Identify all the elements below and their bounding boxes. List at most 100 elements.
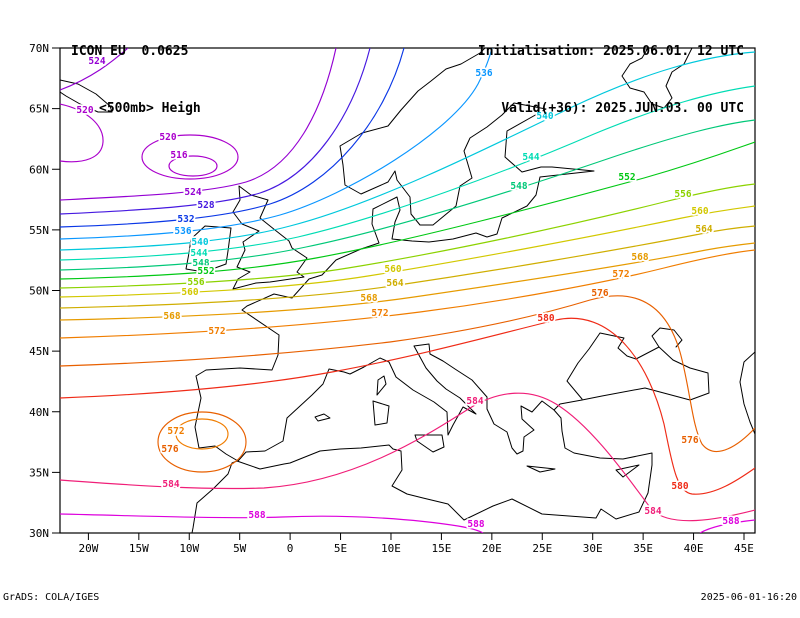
coastline-azov-sea [651, 327, 683, 348]
contour-line-576 [157, 411, 247, 473]
island-sicily [414, 434, 445, 453]
island-crete [526, 465, 556, 473]
contour-label-580: 580 [537, 313, 554, 324]
contour-label-524: 524 [88, 56, 105, 67]
lon-tick-label: 20W [78, 542, 98, 555]
coastline-mediterranean-europe [237, 343, 555, 462]
header-left: ICON EU 0.0625 <500mb> Heigh [71, 4, 201, 156]
contour-label-524: 524 [184, 187, 201, 198]
contour-label-568: 568 [631, 252, 648, 263]
lon-tick-label: 5W [233, 542, 247, 555]
contour-label-520: 520 [76, 105, 93, 116]
creation-timestamp: 2025-06-01-16:20 [700, 592, 797, 603]
contour-label-536: 536 [174, 226, 191, 237]
contour-label-572: 572 [371, 308, 388, 319]
contour-line-572 [60, 249, 755, 339]
coastline-great-britain [232, 185, 308, 290]
lon-tick-label: 10W [179, 542, 199, 555]
model-title: ICON EU 0.0625 [71, 44, 189, 59]
contour-label-520: 520 [159, 132, 176, 143]
grads-credit: GrADS: COLA/IGES [3, 592, 100, 603]
lat-tick-label: 30N [29, 527, 49, 540]
contour-label-544: 544 [190, 248, 207, 259]
contour-label-572: 572 [612, 269, 629, 280]
contour-line-544 [60, 85, 755, 261]
contour-label-572: 572 [208, 326, 225, 337]
coastline-caspian [739, 351, 755, 435]
lat-tick-label: 50N [29, 285, 49, 298]
contour-line-584 [60, 392, 755, 522]
contour-label-576: 576 [681, 435, 698, 446]
contour-line-524 [60, 48, 129, 91]
axis-ticks-and-labels: 70N 65N 60N 55N 50N 45N 40N 35N 30N 20W 15W 10W 5W 0 5… [29, 42, 754, 555]
contour-label-556: 556 [674, 189, 691, 200]
lat-tick-label: 35N [29, 466, 49, 479]
contour-label-516: 516 [170, 150, 187, 161]
contour-label-568: 568 [163, 311, 180, 322]
contour-label-588: 588 [722, 516, 739, 527]
valid-time: Valid(+36): 2025.JUN.03. 00 UTC [501, 101, 744, 116]
contour-line-516 [168, 155, 218, 177]
contour-label-588: 588 [467, 519, 484, 530]
contour-line-520 [141, 134, 239, 180]
contour-label-588: 588 [248, 510, 265, 521]
contour-line-560 [60, 205, 755, 298]
coastline-atlantic-scandinavia [194, 48, 595, 462]
contour-label-532: 532 [177, 214, 194, 225]
contour-label-528: 528 [197, 200, 214, 211]
header-right: Initialisation: 2025.06.01. 12 UTC Valid… [478, 4, 744, 156]
contour-line-572 [175, 418, 229, 450]
lon-tick-label: 20E [482, 542, 502, 555]
contour-line-532 [60, 48, 405, 228]
contour-label-584: 584 [644, 506, 661, 517]
contour-label-560: 560 [181, 287, 198, 298]
lon-tick-label: 5E [334, 542, 347, 555]
contour-line-576 [60, 295, 755, 452]
contour-line-540 [60, 51, 755, 251]
contour-label-552: 552 [197, 266, 214, 277]
contour-line-520 [60, 103, 104, 163]
contour-label-560: 560 [384, 264, 401, 275]
contour-label-560: 560 [691, 206, 708, 217]
contour-label-584: 584 [466, 396, 483, 407]
contour-line-588 [699, 519, 755, 533]
contour-labels: 5165205205245245285325365365405405445445… [75, 54, 742, 532]
contour-label-584: 584 [162, 479, 179, 490]
lon-tick-label: 15W [129, 542, 149, 555]
contour-line-588 [60, 513, 484, 533]
island-corsica [376, 375, 387, 396]
coastline-iceland [60, 79, 113, 113]
lon-tick-label: 35E [633, 542, 653, 555]
lon-tick-label: 0 [287, 542, 294, 555]
contour-line-564 [60, 225, 755, 309]
lon-tick-label: 40E [684, 542, 704, 555]
island-mallorca [314, 413, 331, 422]
contour-line-556 [60, 183, 755, 289]
contour-line-524 [60, 48, 337, 201]
contour-label-536: 536 [475, 68, 492, 79]
lat-tick-label: 45N [29, 345, 49, 358]
contour-lines [60, 48, 755, 533]
contour-label-540: 540 [536, 111, 553, 122]
contour-line-580 [60, 317, 755, 495]
contour-label-540: 540 [191, 237, 208, 248]
island-sardinia [372, 400, 390, 426]
contour-label-576: 576 [161, 444, 178, 455]
init-time: Initialisation: 2025.06.01. 12 UTC [477, 44, 744, 59]
contour-label-556: 556 [187, 277, 204, 288]
contour-label-552: 552 [618, 172, 635, 183]
coastline-ireland [185, 225, 232, 273]
contour-label-568: 568 [360, 293, 377, 304]
lat-tick-label: 60N [29, 163, 49, 176]
lat-tick-label: 55N [29, 224, 49, 237]
contour-line-552 [60, 141, 755, 280]
contour-label-564: 564 [386, 278, 403, 289]
contour-label-572: 572 [167, 426, 184, 437]
contour-label-548: 548 [192, 258, 209, 269]
contour-line-568 [60, 242, 755, 321]
lat-tick-label: 70N [29, 42, 49, 55]
coastline-africa-levant [191, 332, 710, 533]
contour-line-536 [60, 48, 493, 240]
lon-tick-label: 15E [431, 542, 451, 555]
